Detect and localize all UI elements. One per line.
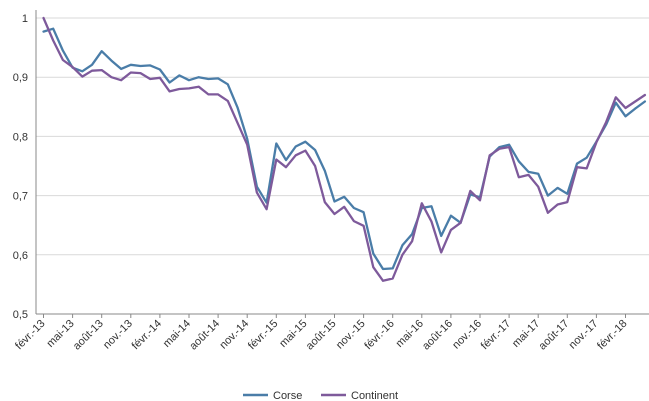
y-tick-label: 0,5: [13, 309, 28, 321]
legend-label-continent: Continent: [351, 390, 398, 401]
y-axis: 0,5 0,6 0,7 0,8 0,9 1: [13, 10, 649, 321]
x-tick-label: août-14: [187, 318, 222, 353]
x-tick-label: févr.-16: [362, 318, 396, 352]
legend-label-corse: Corse: [273, 390, 302, 401]
x-tick-label: févr.-14: [130, 318, 164, 352]
x-axis: févr.-13mai-13août-13nov.-13févr.-14mai-…: [13, 314, 630, 353]
y-tick-label: 1: [22, 13, 28, 25]
series-line-corse: [42, 27, 647, 271]
x-tick-label: nov.-14: [217, 318, 251, 352]
y-tick-label: 0,9: [13, 72, 28, 84]
x-tick-label: août-15: [304, 318, 339, 353]
x-tick-label: févr.-18: [595, 318, 629, 352]
x-tick-label: août-13: [71, 318, 106, 353]
series-line-continent: [42, 16, 647, 282]
x-tick-label: nov.-16: [450, 318, 484, 352]
legend: Corse Continent: [243, 390, 398, 401]
gridlines: [36, 17, 649, 256]
y-tick-label: 0,6: [13, 250, 28, 262]
x-tick-label: août-17: [537, 318, 572, 353]
series-lines: [42, 16, 647, 282]
x-tick-label: nov.-17: [567, 318, 601, 352]
cropped-title-cover: [165, 0, 495, 5]
x-tick-label: févr.-17: [479, 318, 513, 352]
x-tick-label: févr.-13: [13, 318, 47, 352]
x-tick-label: nov.-15: [334, 318, 368, 352]
y-tick-label: 0,7: [13, 191, 28, 203]
x-tick-label: févr.-15: [246, 318, 280, 352]
x-tick-label: nov.-13: [101, 318, 135, 352]
y-tick-label: 0,8: [13, 131, 28, 143]
x-tick-label: août-16: [420, 318, 455, 353]
